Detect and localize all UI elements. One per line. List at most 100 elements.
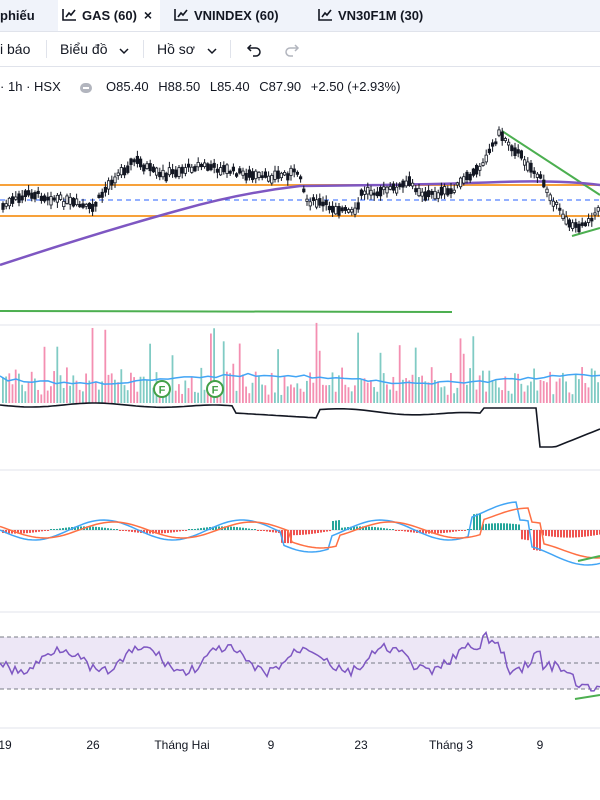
- macd-histogram-bar: [98, 527, 100, 530]
- volume-bar: [578, 379, 580, 403]
- volume-bar: [398, 345, 401, 403]
- volume-bar: [526, 385, 529, 403]
- tab-vn30f1m[interactable]: VN30F1M (30): [318, 0, 423, 31]
- candle-body: [177, 167, 181, 177]
- macd-histogram-bar: [560, 530, 562, 538]
- tab-vnindex[interactable]: VNINDEX (60): [174, 0, 279, 31]
- macd-histogram-bar: [11, 530, 13, 534]
- undo-button[interactable]: [246, 32, 262, 66]
- candle-body: [110, 179, 114, 186]
- macd-pane[interactable]: [0, 501, 600, 566]
- macd-histogram-bar: [500, 523, 502, 530]
- moving-average-line: [0, 180, 600, 267]
- candle-body: [302, 188, 306, 193]
- volume-bar: [558, 378, 561, 403]
- macd-histogram-bar: [227, 526, 229, 530]
- price-legend: · 1h · HSX O85.40 H88.50 L85.40 C87.90 +…: [0, 77, 406, 97]
- report-button[interactable]: i báo: [0, 32, 30, 66]
- macd-histogram-bar: [488, 523, 490, 530]
- volume-bar: [446, 394, 449, 403]
- volume-bar: [571, 394, 574, 403]
- macd-histogram-bar: [527, 530, 529, 541]
- redo-button[interactable]: [284, 32, 300, 66]
- candle-body: [356, 202, 360, 210]
- candle-body: [167, 167, 171, 176]
- volume-bar: [91, 327, 94, 403]
- candle-body: [23, 190, 28, 198]
- toggle-legend-icon[interactable]: [80, 82, 93, 93]
- legend-interval[interactable]: 1h: [7, 79, 23, 94]
- macd-histogram-bar: [590, 530, 592, 536]
- volume-bar: [376, 391, 379, 403]
- macd-histogram-bar: [23, 530, 25, 534]
- candle-body: [353, 207, 357, 215]
- volume-bar: [286, 386, 289, 403]
- volume-bar: [59, 375, 62, 403]
- macd-histogram-bar: [29, 530, 31, 533]
- candle-body: [17, 193, 21, 203]
- macd-histogram-bar: [503, 523, 505, 530]
- volume-pane[interactable]: [0, 322, 600, 448]
- chart-icon: [62, 1, 77, 32]
- candle-body: [84, 203, 88, 207]
- volume-bar: [242, 374, 244, 403]
- price-pane[interactable]: [0, 126, 600, 313]
- macd-histogram-bar: [179, 530, 181, 532]
- candle-body: [394, 186, 399, 194]
- volume-bar: [8, 373, 11, 403]
- candle-body: [78, 203, 82, 208]
- f-marker[interactable]: F: [206, 380, 224, 398]
- chart-menu-button[interactable]: Biểu đồ: [60, 32, 129, 66]
- candle-body: [529, 162, 533, 173]
- volume-bar: [450, 372, 452, 403]
- rsi-pane[interactable]: [0, 630, 600, 700]
- candle-body: [68, 196, 72, 205]
- candle-body: [298, 176, 303, 180]
- profile-menu-button[interactable]: Hồ sơ: [157, 32, 217, 66]
- macd-histogram-bar: [107, 528, 109, 530]
- volume-bar: [510, 393, 513, 403]
- macd-histogram-bar: [461, 530, 463, 531]
- macd-histogram-bar: [224, 526, 226, 530]
- candle-body: [196, 161, 200, 168]
- volume-bar: [270, 372, 273, 403]
- candle-body: [161, 169, 165, 178]
- volume-bar: [139, 376, 142, 403]
- macd-histogram-bar: [551, 530, 553, 537]
- signal-line: [0, 507, 600, 559]
- candle-body: [26, 190, 31, 196]
- macd-histogram-bar: [137, 530, 139, 533]
- close-icon[interactable]: ×: [143, 7, 153, 23]
- report-label: i báo: [0, 41, 31, 57]
- macd-histogram-bar: [434, 530, 436, 534]
- candle-body: [260, 175, 264, 179]
- candle-body: [91, 203, 95, 212]
- macd-histogram-bar: [200, 528, 202, 530]
- candle-body: [318, 198, 322, 206]
- macd-histogram-bar: [377, 527, 379, 530]
- macd-histogram-bar: [512, 523, 514, 530]
- candle-body: [100, 191, 104, 198]
- tab-gas[interactable]: GAS (60) ×: [58, 0, 161, 32]
- volume-bar: [331, 372, 334, 403]
- macd-histogram-bar: [533, 530, 535, 550]
- macd-histogram-bar: [263, 530, 265, 532]
- macd-histogram-bar: [284, 530, 286, 544]
- macd-histogram-bar: [515, 524, 517, 530]
- volume-bar: [190, 377, 193, 403]
- macd-histogram-bar: [452, 530, 454, 532]
- volume-bar: [267, 394, 270, 403]
- volume-bar: [18, 373, 20, 403]
- tab-stocks[interactable]: phiếu: [0, 0, 35, 31]
- candle-body: [154, 167, 159, 176]
- macd-histogram-bar: [251, 529, 253, 530]
- candle-body: [33, 192, 37, 200]
- macd-histogram-bar: [17, 530, 19, 534]
- volume-bar: [178, 384, 180, 403]
- volume-bar: [306, 380, 308, 403]
- candle-body: [532, 170, 536, 174]
- f-marker[interactable]: F: [153, 380, 171, 398]
- volume-bar: [440, 387, 443, 403]
- volume-bar: [235, 390, 238, 403]
